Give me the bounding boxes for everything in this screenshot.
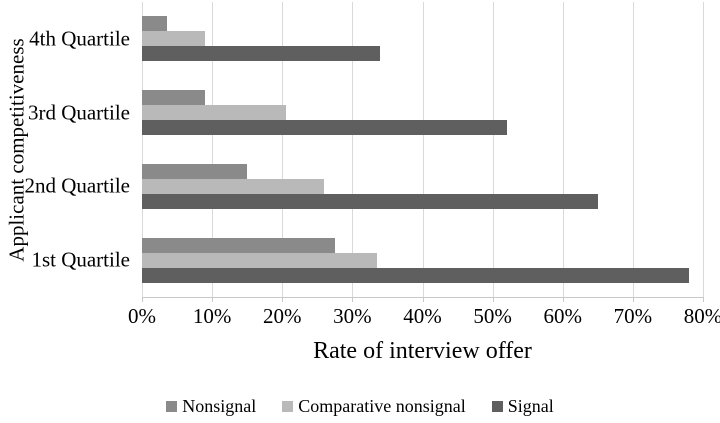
x-axis-title: Rate of interview offer (313, 338, 532, 364)
gridline (212, 2, 214, 297)
bar-nonsignal (142, 237, 335, 253)
x-axis-tick-labels: 0% 10% 20% 30% 40% 50% 60% 70% 80% (128, 304, 720, 330)
legend: Nonsignal Comparative nonsignal Signal (0, 396, 720, 417)
gridline (703, 2, 704, 297)
axis-tick-mark (562, 297, 564, 302)
legend-item: Nonsignal (166, 396, 256, 417)
axis-tick-mark (352, 297, 354, 302)
bar-signal (142, 46, 381, 62)
legend-swatch-icon (282, 401, 294, 412)
category-label: 4th Quartile (29, 26, 130, 51)
axis-tick-mark (212, 297, 214, 302)
gridline (562, 2, 564, 297)
bar-nonsignal (142, 16, 167, 32)
plot-area (142, 2, 704, 302)
x-axis-tick-label: 60% (543, 304, 583, 328)
bar-nonsignal (142, 90, 206, 106)
category-label: 3rd Quartile (27, 100, 130, 125)
x-axis-tick-label: 10% (192, 304, 232, 328)
gridline (282, 2, 284, 297)
bar-signal (142, 193, 598, 209)
legend-label: Signal (507, 396, 554, 416)
legend-swatch-icon (166, 401, 178, 412)
gridline (632, 2, 634, 297)
axis-tick-mark (422, 297, 424, 302)
gridline (422, 2, 424, 297)
x-axis-tick-label: 40% (403, 304, 442, 328)
gridline (492, 2, 494, 297)
legend-item: Comparative nonsignal (282, 396, 466, 417)
x-axis-tick-label: 0% (128, 304, 156, 328)
x-axis-tick-label: 50% (473, 304, 512, 328)
bar-signal (142, 267, 689, 283)
category-label: 1st Quartile (31, 247, 130, 272)
category-label: 2nd Quartile (24, 173, 130, 198)
x-axis-tick-label: 30% (333, 304, 372, 328)
legend-label: Nonsignal (182, 396, 257, 416)
x-axis-tick-label: 20% (263, 304, 302, 328)
x-axis-tick-label: 70% (613, 304, 653, 328)
axis-tick-mark (703, 297, 704, 302)
axis-tick-mark (282, 297, 284, 302)
bar-signal (142, 120, 507, 136)
legend-swatch-icon (491, 401, 503, 412)
y-axis-category-labels: 4th Quartile 3rd Quartile 2nd Quartile 1st … (0, 2, 134, 297)
axis-tick-mark (632, 297, 634, 302)
gridline (352, 2, 354, 297)
bar-comparative-nonsignal (142, 252, 377, 268)
x-axis-tick-label: 80% (683, 304, 720, 328)
gridline (142, 2, 143, 297)
axis-tick-mark (142, 297, 143, 302)
bar-comparative-nonsignal (142, 31, 206, 47)
bar-nonsignal (142, 163, 248, 179)
legend-item: Signal (491, 396, 554, 417)
bar-comparative-nonsignal (142, 178, 325, 194)
axis-tick-mark (492, 297, 494, 302)
bar-comparative-nonsignal (142, 105, 286, 121)
legend-label: Comparative nonsignal (298, 396, 466, 416)
